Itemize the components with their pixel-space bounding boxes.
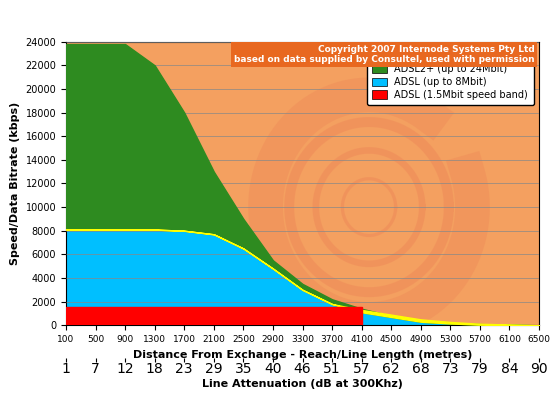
X-axis label: Line Attenuation (dB at 300Khz): Line Attenuation (dB at 300Khz) (202, 379, 403, 389)
Text: Copyright 2007 Internode Systems Pty Ltd
based on data supplied by Consultel, us: Copyright 2007 Internode Systems Pty Ltd… (234, 45, 534, 64)
X-axis label: Distance From Exchange - Reach/Line Length (metres): Distance From Exchange - Reach/Line Leng… (133, 349, 472, 359)
Legend: ReADSL2 (Reach Extended), ADSL2+ (up to 24Mbit), ADSL (up to 8Mbit), ADSL (1.5Mb: ReADSL2 (Reach Extended), ADSL2+ (up to … (367, 47, 534, 105)
Y-axis label: Speed/Data Bitrate (kbps): Speed/Data Bitrate (kbps) (10, 102, 20, 265)
Polygon shape (66, 307, 362, 325)
